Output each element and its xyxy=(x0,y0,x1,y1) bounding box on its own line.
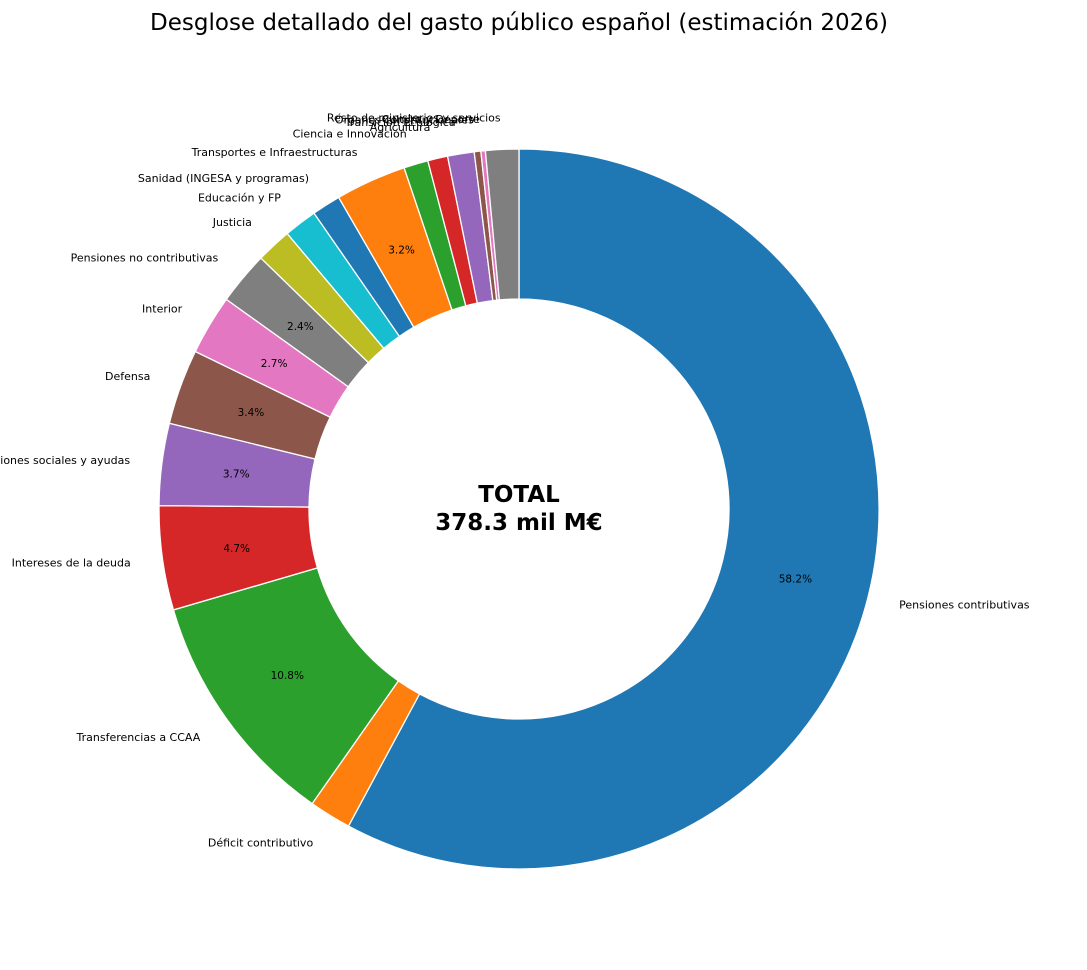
label-transportes-e-infraestructuras: Transportes e Infraestructuras xyxy=(191,146,358,159)
label-organos-constitucionales: Órganos constitucionales xyxy=(335,114,474,127)
label-defensa: Defensa xyxy=(105,370,150,383)
slice-resto-de-ministerios-y-servicios xyxy=(484,148,520,301)
slices-group xyxy=(158,148,880,870)
label-interior: Interior xyxy=(142,302,183,315)
label-agricultura: Agricultura xyxy=(370,121,431,134)
label-pensiones-contributivas: Pensiones contributivas xyxy=(899,599,1030,612)
label-sanidad-ingesa-y-programas: Sanidad (INGESA y programas) xyxy=(138,172,309,185)
label-cultura-y-deporte: Cultura y Deporte xyxy=(382,113,481,126)
label-deficit-contributivo: Déficit contributivo xyxy=(208,837,314,850)
pct-labels-group: 58.2% 10.8% 4.7% 3.7% 3.4% 2.7% 2.4% 3.2% xyxy=(223,244,812,682)
pct-label-intereses-de-la-deuda: 4.7% xyxy=(223,543,250,555)
pct-label-interior: 2.7% xyxy=(261,358,288,370)
label-prestaciones-sociales-y-ayudas: Prestaciones sociales y ayudas xyxy=(0,454,130,467)
outer-labels-group: Pensiones contributivas Déficit contribut… xyxy=(0,111,1030,849)
pct-label-transportes-e-infraestructuras: 3.2% xyxy=(388,244,415,256)
label-resto-de-ministerios-y-servicios: Resto de ministerios y servicios xyxy=(327,111,501,124)
label-justicia: Justicia xyxy=(212,216,252,229)
label-ciencia-e-innovacion: Ciencia e Innovación xyxy=(293,127,407,140)
pct-label-transferencias-a-ccaa: 10.8% xyxy=(271,670,304,682)
center-total-label: TOTAL xyxy=(478,482,560,508)
pct-label-pensiones-no-contributivas: 2.4% xyxy=(287,321,314,333)
pct-label-defensa: 3.4% xyxy=(238,407,265,419)
center-total-value: 378.3 mil M€ xyxy=(435,510,602,536)
label-transferencias-a-ccaa: Transferencias a CCAA xyxy=(76,731,201,744)
chart-title: Desglose detallado del gasto público esp… xyxy=(150,10,888,36)
pct-label-pensiones-contributivas: 58.2% xyxy=(779,574,812,586)
slice-pensiones-contributivas xyxy=(347,148,880,870)
label-intereses-de-la-deuda: Intereses de la deuda xyxy=(12,557,131,570)
label-transicion-ecologica: Transición Ecológica xyxy=(344,116,456,129)
label-educacion-y-fp: Educación y FP xyxy=(198,192,281,205)
label-pensiones-no-contributivas: Pensiones no contributivas xyxy=(71,252,219,265)
pct-label-prestaciones-sociales-y-ayudas: 3.7% xyxy=(223,468,250,480)
